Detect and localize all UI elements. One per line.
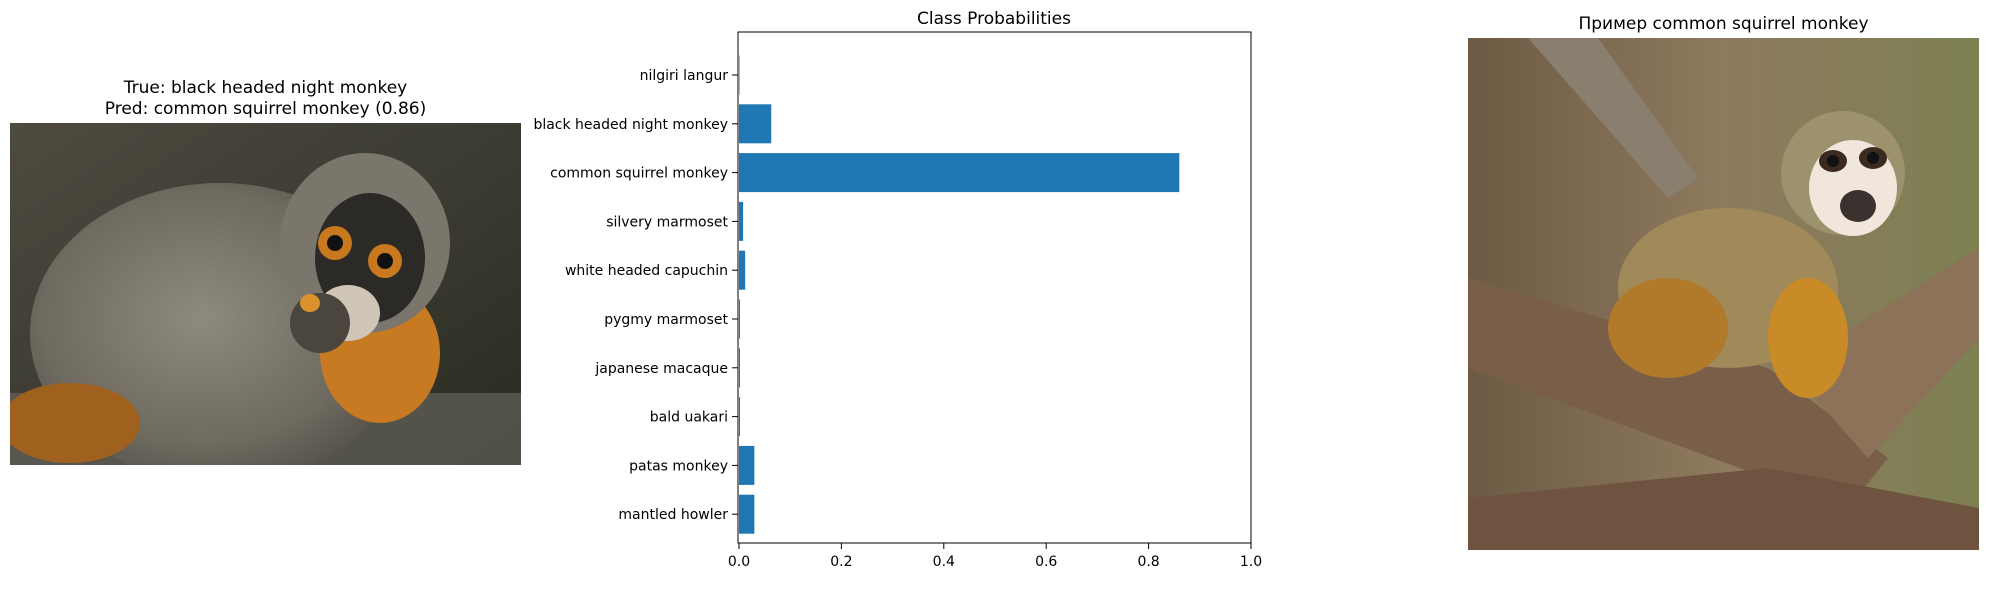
bar-7: [739, 397, 741, 437]
bar-4: [739, 250, 746, 290]
bar-6: [739, 348, 741, 388]
y-tick-label-6: japanese macaque: [594, 361, 728, 377]
x-tick-label-2: 0.4: [933, 554, 955, 570]
x-tick-label-1: 0.2: [830, 554, 852, 570]
bar-3: [739, 201, 744, 241]
bar-2: [739, 153, 1180, 193]
bar-9: [739, 494, 755, 534]
right-title: Пример common squirrel monkey: [1578, 14, 1869, 34]
y-tick-label-7: bald uakari: [650, 410, 728, 426]
night-monkey-photo: [10, 123, 521, 465]
left-title-pred: Pred: common squirrel monkey (0.86): [104, 99, 427, 119]
y-tick-label-5: pygmy marmoset: [604, 312, 728, 328]
x-tick-label-3: 0.6: [1035, 554, 1057, 570]
squirrel-monkey-photo: [1468, 38, 1979, 550]
y-tick-label-0: nilgiri langur: [640, 68, 729, 84]
left-title-true: True: black headed night monkey: [123, 78, 408, 98]
y-tick-label-3: silvery marmoset: [606, 214, 728, 230]
y-tick-label-1: black headed night monkey: [533, 117, 728, 133]
y-tick-label-8: patas monkey: [629, 458, 728, 474]
bar-5: [739, 299, 741, 339]
x-tick-label-5: 1.0: [1240, 554, 1262, 570]
y-tick-label-9: mantled howler: [618, 507, 728, 523]
y-tick-label-4: white headed capuchin: [565, 263, 728, 279]
bar-0: [739, 55, 740, 95]
plot-frame: [737, 31, 1252, 544]
x-tick-label-0: 0.0: [728, 554, 750, 570]
x-tick-label-4: 0.8: [1137, 554, 1159, 570]
chart-title: Class Probabilities: [917, 9, 1071, 29]
y-tick-label-2: common squirrel monkey: [550, 166, 728, 182]
bar-1: [739, 104, 772, 144]
bar-8: [739, 445, 755, 485]
